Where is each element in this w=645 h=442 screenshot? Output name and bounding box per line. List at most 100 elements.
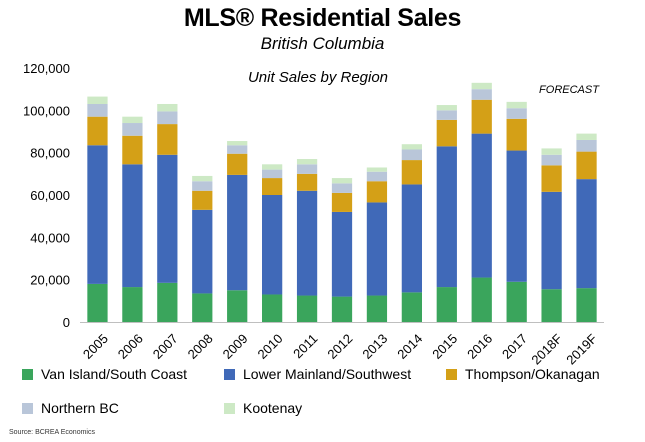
bar-segment-2012-s0 xyxy=(331,296,353,322)
bar-segment-2007-s2 xyxy=(157,124,178,155)
bar-segment-2018F-s3 xyxy=(541,154,562,166)
bar-segment-2019F-s2 xyxy=(576,151,597,180)
legend-swatch xyxy=(22,368,33,380)
forecast-label: FORECAST xyxy=(539,84,600,96)
bar-segment-2013-s2 xyxy=(366,181,388,203)
bar-segment-2012-s2 xyxy=(331,192,353,212)
bar-segment-2006-s4 xyxy=(122,116,143,124)
bar-segment-2008-s0 xyxy=(192,293,213,322)
bar-segment-2014-s2 xyxy=(401,160,422,185)
bar-segment-2008-s3 xyxy=(192,181,213,191)
legend-item-van-island: Van Island/South Coast xyxy=(22,366,187,382)
bar-segment-2016-s0 xyxy=(471,277,492,322)
bar-segment-2015-s3 xyxy=(436,110,457,120)
bar-segment-2017-s4 xyxy=(506,101,527,109)
bar-segment-2005-s4 xyxy=(87,96,108,104)
x-tick-label: 2014 xyxy=(394,331,425,362)
legend-item-northern-bc: Northern BC xyxy=(22,400,119,416)
legend-swatch xyxy=(446,368,457,380)
chart-title: Unit Sales by Region xyxy=(248,69,388,86)
bar-segment-2013-s3 xyxy=(366,171,388,182)
legend-label: Kootenay xyxy=(243,400,303,416)
x-tick-label: 2019F xyxy=(563,331,600,368)
legend-swatch xyxy=(22,402,33,414)
bar-segment-2012-s3 xyxy=(331,183,353,193)
bar-segment-2007-s1 xyxy=(157,154,178,283)
y-tick-label: 100,000 xyxy=(23,103,70,118)
bar-segment-2014-s3 xyxy=(401,149,422,161)
x-tick-label: 2013 xyxy=(359,331,390,362)
bar-segment-2019F-s1 xyxy=(576,179,597,289)
bar-segment-2009-s0 xyxy=(227,290,248,322)
bar-segment-2013-s0 xyxy=(366,295,388,322)
bar-segment-2017-s0 xyxy=(506,281,527,322)
bar-segment-2015-s4 xyxy=(436,105,457,111)
x-tick-label: 2011 xyxy=(290,331,320,361)
bar-segment-2005-s0 xyxy=(87,283,108,322)
bar-segment-2009-s4 xyxy=(227,141,248,146)
x-tick-label: 2015 xyxy=(429,331,460,362)
bar-segment-2005-s1 xyxy=(87,145,108,284)
x-tick-label: 2016 xyxy=(464,331,495,362)
bar-segment-2014-s1 xyxy=(401,184,422,293)
bar-segment-2010-s0 xyxy=(262,294,283,322)
bar-segment-2011-s0 xyxy=(296,295,318,322)
bar-segment-2016-s1 xyxy=(471,133,492,278)
y-tick-label: 80,000 xyxy=(30,146,70,161)
bar-segment-2015-s0 xyxy=(436,287,457,322)
x-tick-label: 2009 xyxy=(220,331,251,362)
bar-segment-2013-s1 xyxy=(366,202,388,296)
bar-segment-2017-s2 xyxy=(506,118,527,151)
legend-label: Lower Mainland/Southwest xyxy=(243,366,412,382)
bar-segment-2017-s1 xyxy=(506,150,527,282)
bar-segment-2018F-s1 xyxy=(541,191,562,290)
y-tick-label: 60,000 xyxy=(30,188,70,203)
x-tick-label: 2012 xyxy=(324,331,355,362)
legend-swatch xyxy=(224,402,235,414)
page-title: MLS® Residential Sales xyxy=(183,4,462,32)
bar-segment-2015-s1 xyxy=(436,146,457,288)
bar-segment-2005-s3 xyxy=(87,103,108,117)
bar-segment-2006-s0 xyxy=(122,287,143,322)
bar-segment-2012-s1 xyxy=(331,211,353,297)
bar-segment-2008-s2 xyxy=(192,190,213,210)
bar-segment-2019F-s3 xyxy=(576,139,597,152)
bar-segment-2018F-s0 xyxy=(541,289,562,322)
x-tick-label: 2008 xyxy=(185,331,216,362)
bar-segment-2007-s3 xyxy=(157,111,178,125)
bar-segment-2010-s3 xyxy=(262,169,283,179)
bar-segment-2011-s2 xyxy=(296,173,318,191)
y-tick-label: 20,000 xyxy=(30,273,70,288)
bar-segment-2009-s1 xyxy=(227,174,248,291)
bar-segment-2015-s2 xyxy=(436,119,457,147)
bar-segment-2016-s4 xyxy=(471,82,492,90)
x-tick-label: 2007 xyxy=(150,331,181,362)
page-subtitle: British Columbia xyxy=(260,34,385,53)
bar-segment-2008-s1 xyxy=(192,209,213,294)
bar-segment-2010-s2 xyxy=(262,178,283,195)
x-tick-label: 2005 xyxy=(80,331,111,362)
bar-segment-2011-s4 xyxy=(296,159,318,165)
legend-item-lower-mainland: Lower Mainland/Southwest xyxy=(224,366,411,382)
bar-segment-2007-s0 xyxy=(157,282,178,322)
legend-item-kootenay: Kootenay xyxy=(224,400,302,416)
bar-segment-2011-s3 xyxy=(296,164,318,174)
bar-segment-2008-s4 xyxy=(192,175,213,182)
y-tick-label: 40,000 xyxy=(30,230,70,245)
legend-swatch xyxy=(224,368,235,380)
legend-item-thompson-okanagan: Thompson/Okanagan xyxy=(446,366,600,382)
bar-segment-2010-s1 xyxy=(262,195,283,295)
bar-segment-2016-s2 xyxy=(471,99,492,134)
bar-segment-2019F-s0 xyxy=(576,288,597,322)
bars-layer xyxy=(87,82,597,322)
bar-segment-2006-s2 xyxy=(122,135,143,165)
bar-segment-2017-s3 xyxy=(506,108,527,119)
legend-label: Northern BC xyxy=(41,400,119,416)
bar-segment-2009-s3 xyxy=(227,145,248,154)
source-note: Source: BCREA Economics xyxy=(9,429,95,436)
bar-segment-2014-s0 xyxy=(401,292,422,322)
bar-segment-2018F-s4 xyxy=(541,148,562,155)
x-tick-label: 2006 xyxy=(115,331,146,362)
bar-segment-2012-s4 xyxy=(331,178,353,184)
